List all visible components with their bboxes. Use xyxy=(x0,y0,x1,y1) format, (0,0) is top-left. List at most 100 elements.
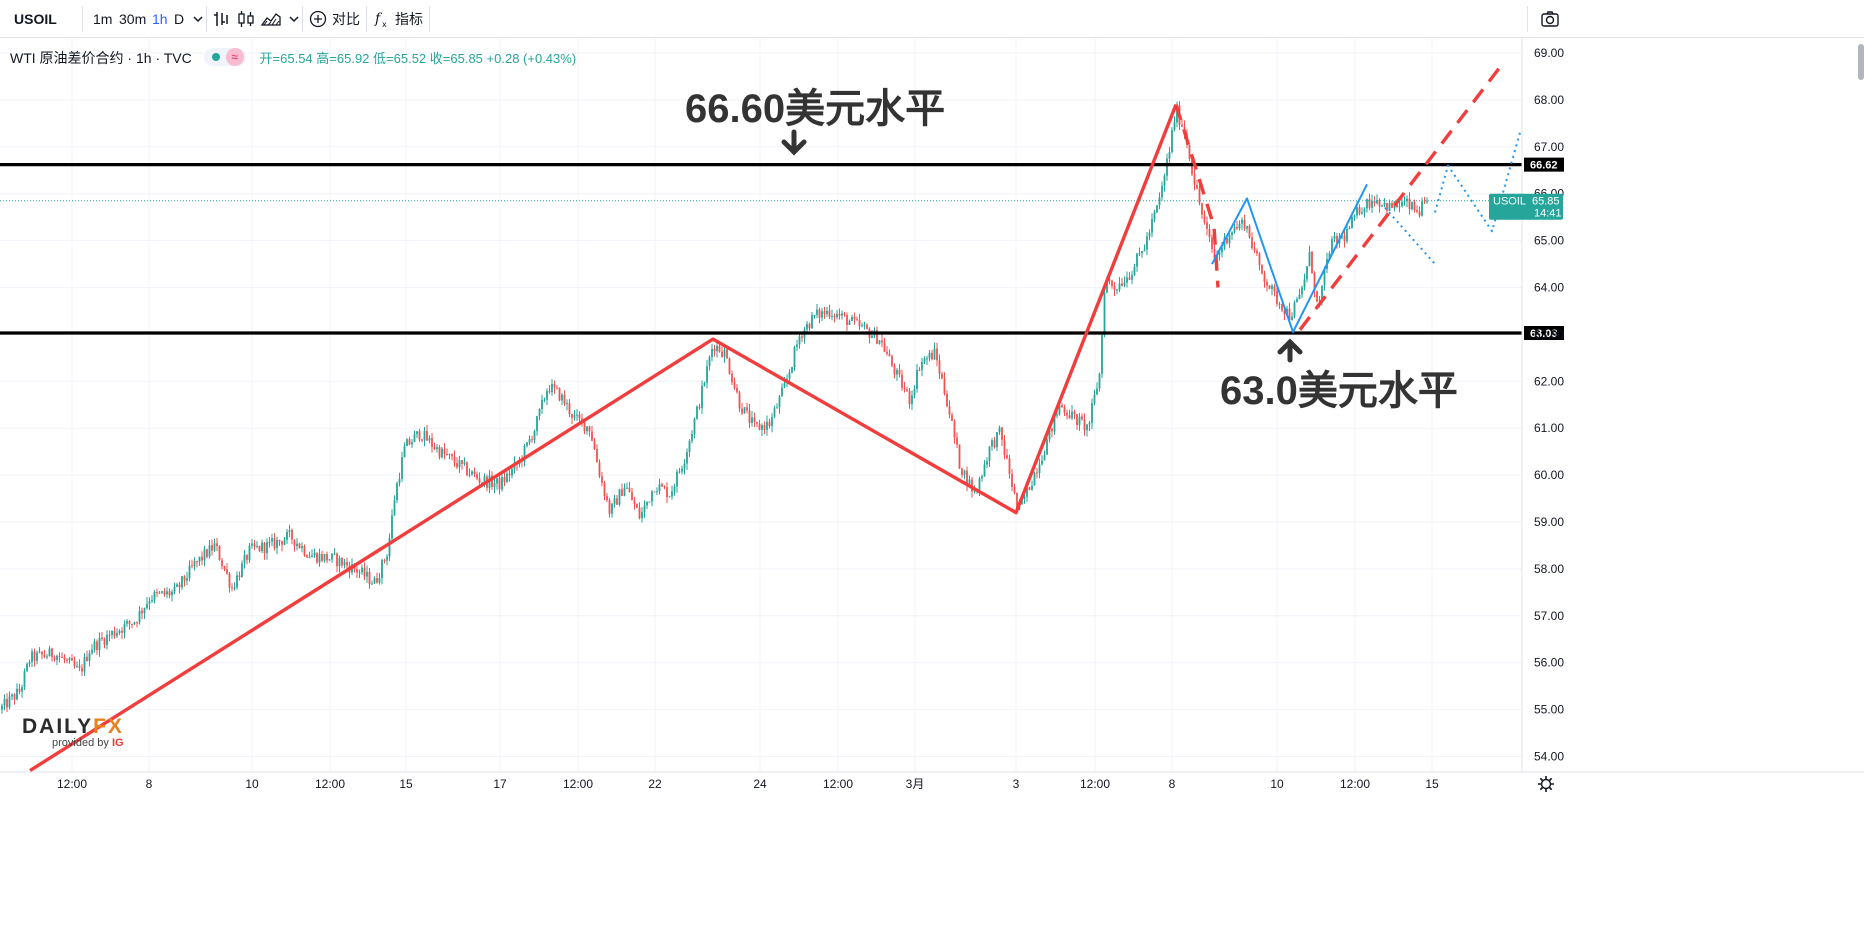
candle-body xyxy=(1001,427,1003,440)
plus-circle-icon[interactable] xyxy=(308,10,328,28)
candle-body xyxy=(258,545,261,552)
interval-1h-button[interactable]: 1h xyxy=(152,11,168,27)
time-axis-tick-label: 12:00 xyxy=(1340,777,1370,791)
time-axis-tick-label: 15 xyxy=(399,777,413,791)
legend-status-pill[interactable]: ≈ xyxy=(203,48,246,67)
candle-body xyxy=(1386,202,1388,212)
candle-body xyxy=(466,462,468,476)
candle-body xyxy=(1303,279,1306,288)
candle-body xyxy=(1371,201,1373,208)
candle-body xyxy=(626,487,628,489)
candle-body xyxy=(883,342,886,352)
price-chart[interactable]: 66.62 63.03 66.60美元水平 63.0美元水平 69.00 68.00… xyxy=(0,38,1864,942)
candle-body xyxy=(321,554,323,561)
blue-dotted-drawing xyxy=(1434,132,1521,233)
candle-body xyxy=(8,696,11,708)
candle-body xyxy=(543,399,546,401)
candle-body xyxy=(1231,232,1233,236)
interval-1m-button[interactable]: 1m xyxy=(93,11,113,27)
legend-title[interactable]: WTI 原油差价合约 · 1h · TVC xyxy=(10,50,192,66)
candle-body xyxy=(1003,439,1006,456)
toolbar-separator xyxy=(429,6,430,32)
candle-body xyxy=(1333,235,1336,240)
candle-body xyxy=(283,539,286,545)
toolbar-separator xyxy=(302,6,303,32)
candle-body xyxy=(643,505,646,513)
candle-body xyxy=(1388,202,1391,212)
interval-d-button[interactable]: D xyxy=(174,11,185,27)
candle-body xyxy=(358,572,361,574)
candle-body xyxy=(286,531,288,540)
price-scale-scrollbar[interactable] xyxy=(1858,44,1864,80)
area-chart-type-icon[interactable] xyxy=(261,10,281,28)
red-dashed-drawing xyxy=(1174,104,1220,288)
candle-body xyxy=(666,487,668,498)
candle-body xyxy=(163,591,166,595)
candle-body xyxy=(1211,237,1213,250)
arrow-down-icon xyxy=(781,129,807,156)
candle-body xyxy=(173,586,176,592)
time-axis-tick-label: 8 xyxy=(146,777,153,791)
candle-body xyxy=(108,634,111,636)
candle-body xyxy=(73,660,76,667)
candle-body xyxy=(216,543,218,547)
current-price-tag: USOIL 65.85 14:41 xyxy=(1489,193,1563,220)
candle-body xyxy=(61,656,63,658)
interval-30m-button[interactable]: 30m xyxy=(119,11,147,27)
candle-body xyxy=(978,478,981,490)
symbol-search-button[interactable]: USOIL xyxy=(14,11,57,27)
candle-body xyxy=(1321,285,1323,301)
camera-icon[interactable] xyxy=(1540,10,1560,28)
candle-body xyxy=(663,486,666,488)
candle-body xyxy=(341,557,343,566)
candle-body xyxy=(1313,273,1316,292)
candle-body xyxy=(381,560,383,579)
candle-body xyxy=(633,500,636,505)
candle-body xyxy=(1158,197,1161,206)
chevron-down-icon[interactable] xyxy=(188,10,208,28)
candle-body xyxy=(273,538,276,549)
candle-body xyxy=(393,500,396,516)
candle-body xyxy=(558,387,561,401)
price-axis[interactable]: 69.0068.0067.0066.0065.0064.0063.0062.00… xyxy=(1534,46,1564,764)
candle-chart-type-icon[interactable] xyxy=(236,10,256,28)
time-axis[interactable]: 12:00 8 10 12:00 15 17 12:00 22 24 12:00 3月 3 12:00 8… xyxy=(57,777,1439,791)
candle-body xyxy=(226,569,228,574)
candle-body xyxy=(623,487,626,496)
chevron-down-icon[interactable] xyxy=(284,10,304,28)
function-fx-icon[interactable]: f x xyxy=(372,10,392,28)
price-axis-tick-label: 67.00 xyxy=(1534,140,1564,154)
trend-drawings[interactable] xyxy=(29,66,1521,773)
bar-chart-type-icon[interactable] xyxy=(212,10,232,28)
candle-body xyxy=(1111,280,1113,287)
candle-body xyxy=(96,641,98,651)
gear-icon[interactable] xyxy=(1538,776,1554,792)
candle-body xyxy=(438,447,441,458)
compare-button[interactable]: 对比 xyxy=(332,11,360,27)
candle-body xyxy=(1323,268,1326,286)
price-axis-tick-label: 59.00 xyxy=(1534,515,1564,529)
candle-body xyxy=(678,471,681,473)
candle-body xyxy=(1261,264,1263,274)
candle-body xyxy=(831,315,833,317)
candle-body xyxy=(1073,411,1076,415)
candle-body xyxy=(816,309,818,315)
candle-body xyxy=(271,538,273,542)
candle-body xyxy=(483,476,486,483)
indicators-button[interactable]: 指标 xyxy=(395,11,423,27)
candle-body xyxy=(316,552,318,563)
candle-body xyxy=(631,491,633,501)
candle-body xyxy=(1023,496,1026,499)
candle-body xyxy=(866,324,868,329)
candle-body xyxy=(136,622,138,624)
candle-body xyxy=(28,662,31,664)
candle-body xyxy=(701,385,703,408)
top-toolbar: USOIL 1m 30m 1h D 对比 f x 指标 xyxy=(0,0,1864,38)
candle-body xyxy=(1353,215,1356,218)
candle-body xyxy=(298,543,301,549)
candle-body xyxy=(481,482,483,484)
candle-body xyxy=(391,515,393,539)
candle-body xyxy=(506,473,508,482)
candle-body xyxy=(956,437,958,445)
horizontal-levels[interactable]: 66.62 63.03 xyxy=(0,157,1564,340)
